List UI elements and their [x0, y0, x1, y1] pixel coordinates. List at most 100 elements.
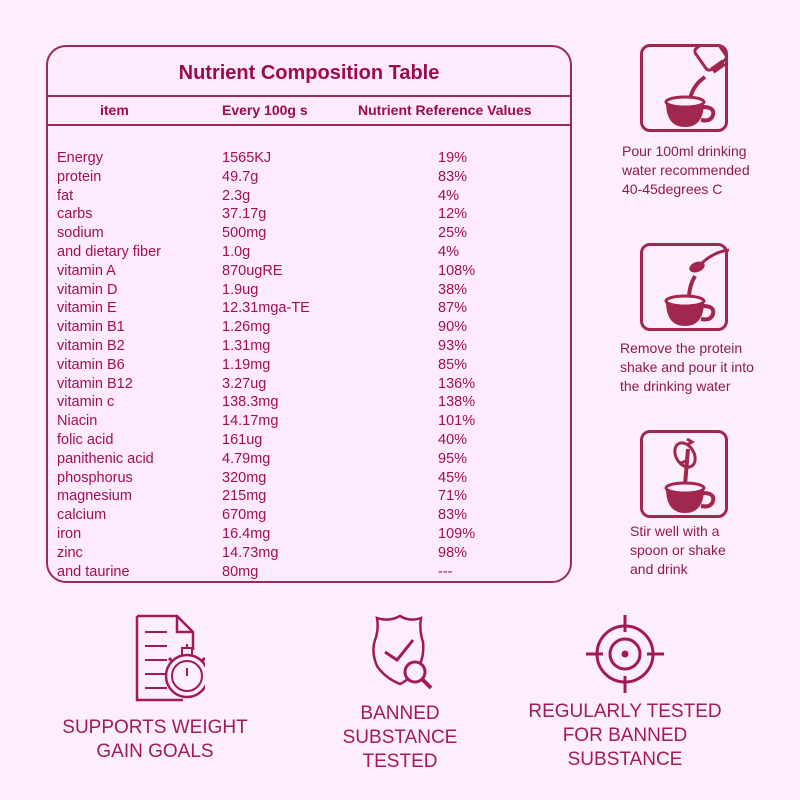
- nutrient-nrv: 85%: [438, 356, 468, 373]
- nutrient-name: iron: [57, 525, 82, 542]
- spoon-powder-cup-icon: [640, 243, 730, 331]
- column-header-per-100g: Every 100g s: [222, 102, 308, 118]
- shield-check-search-icon: [372, 614, 433, 690]
- nutrient-amount: 161ug: [222, 431, 263, 448]
- nutrient-nrv: 83%: [438, 507, 468, 524]
- table-title: Nutrient Composition Table: [48, 47, 570, 97]
- feature-3-label: REGULARLY TESTED FOR BANNED SUBSTANCE: [528, 701, 722, 770]
- nutrient-amount: 138.3mg: [222, 394, 279, 411]
- nutrient-amount: 3.27ug: [222, 375, 267, 392]
- nutrient-nrv: 101%: [438, 413, 476, 430]
- nutrient-amount: 49.7g: [222, 168, 259, 185]
- nutrient-name: calcium: [57, 507, 107, 524]
- feature-1-label: SUPPORTS WEIGHT GAIN GOALS: [62, 717, 248, 762]
- table-row: vitamin B2 1.31mg 93%: [48, 337, 570, 356]
- nutrient-amount: 1.0g: [222, 243, 251, 260]
- crosshair-target-icon: [586, 615, 664, 693]
- table-row: protein 49.7g 83%: [48, 168, 570, 187]
- feature-2-label: BANNED SUBSTANCE TESTED: [342, 703, 458, 772]
- nutrient-name: phosphorus: [57, 469, 133, 486]
- nutrient-name: Niacin: [57, 413, 98, 430]
- table-row: calcium 670mg 83%: [48, 506, 570, 525]
- nutrient-amount: 12.31mga-TE: [222, 300, 310, 317]
- column-header-item: item: [100, 102, 129, 118]
- table-row: vitamin B6 1.19mg 85%: [48, 356, 570, 375]
- table-row: sodium 500mg 25%: [48, 224, 570, 243]
- table-row: fat 2.3g 4%: [48, 187, 570, 206]
- nutrient-table: Nutrient Composition Table item Every 10…: [46, 45, 572, 583]
- nutrient-amount: 80mg: [222, 563, 259, 580]
- nutrient-name: magnesium: [57, 488, 132, 505]
- nutrient-nrv: 71%: [438, 488, 468, 505]
- nutrient-name: and dietary fiber: [57, 243, 161, 260]
- table-row: panithenic acid 4.79mg 95%: [48, 450, 570, 469]
- nutrient-amount: 16.4mg: [222, 525, 271, 542]
- table-row: vitamin B12 3.27ug 136%: [48, 375, 570, 394]
- nutrient-nrv: 12%: [438, 206, 468, 223]
- nutrient-nrv: 138%: [438, 394, 476, 411]
- table-row: Energy 1565KJ 19%: [48, 149, 570, 168]
- nutrient-name: vitamin D: [57, 281, 118, 298]
- nutrient-amount: 500mg: [222, 225, 267, 242]
- nutrient-name: vitamin B1: [57, 319, 125, 336]
- nutrient-name: vitamin B12: [57, 375, 133, 392]
- nutrient-nrv: 95%: [438, 450, 468, 467]
- table-body: Energy 1565KJ 19% protein 49.7g 83% fat 2.3g 4% c…: [48, 126, 570, 581]
- nutrient-amount: 1.9ug: [222, 281, 259, 298]
- nutrient-nrv: 38%: [438, 281, 468, 298]
- nutrient-nrv: 93%: [438, 337, 468, 354]
- nutrient-nrv: 98%: [438, 544, 468, 561]
- nutrient-name: panithenic acid: [57, 450, 154, 467]
- nutrient-name: protein: [57, 168, 102, 185]
- table-row: vitamin B1 1.26mg 90%: [48, 318, 570, 337]
- nutrient-name: and taurine: [57, 563, 130, 580]
- nutrient-nrv: 108%: [438, 262, 476, 279]
- column-header-nrv: Nutrient Reference Values: [358, 102, 532, 118]
- nutrient-amount: 14.73mg: [222, 544, 279, 561]
- table-row: carbs 37.17g 12%: [48, 205, 570, 224]
- nutrient-name: vitamin B2: [57, 337, 125, 354]
- nutrient-amount: 14.17mg: [222, 413, 279, 430]
- nutrient-name: vitamin A: [57, 262, 116, 279]
- nutrient-nrv: 4%: [438, 243, 459, 260]
- feature-banned-substance: BANNED SUBSTANCE TESTED: [320, 612, 480, 774]
- table-row: and taurine 80mg ---: [48, 563, 570, 582]
- nutrient-nrv: 83%: [438, 168, 468, 185]
- nutrient-nrv: 45%: [438, 469, 468, 486]
- nutrient-name: vitamin c: [57, 394, 115, 411]
- nutrient-amount: 37.17g: [222, 206, 267, 223]
- nutrient-amount: 320mg: [222, 469, 267, 486]
- table-row: magnesium 215mg 71%: [48, 487, 570, 506]
- nutrient-amount: 4.79mg: [222, 450, 271, 467]
- nutrient-amount: 1565KJ: [222, 150, 272, 166]
- feature-regularly-tested: REGULARLY TESTED FOR BANNED SUBSTANCE: [510, 612, 740, 772]
- step-1-text: Pour 100ml drinking water recommended 40…: [622, 143, 750, 197]
- nutrient-amount: 215mg: [222, 488, 267, 505]
- table-row: and dietary fiber 1.0g 4%: [48, 243, 570, 262]
- feature-weight-gain: SUPPORTS WEIGHT GAIN GOALS: [40, 612, 270, 764]
- table-row: vitamin c 138.3mg 138%: [48, 393, 570, 412]
- step-3-text: Stir well with a spoon or shake and drin…: [630, 523, 726, 577]
- nutrient-amount: 670mg: [222, 507, 267, 524]
- nutrient-name: carbs: [57, 206, 93, 223]
- nutrient-name: sodium: [57, 225, 104, 242]
- table-row: zinc 14.73mg 98%: [48, 544, 570, 563]
- nutrient-amount: 1.19mg: [222, 356, 271, 373]
- nutrient-nrv: 90%: [438, 319, 468, 336]
- nutrient-nrv: 19%: [438, 150, 468, 166]
- nutrient-nrv: 136%: [438, 375, 476, 392]
- nutrient-nrv: 109%: [438, 525, 476, 542]
- nutrient-nrv: 40%: [438, 431, 468, 448]
- nutrient-amount: 870ugRE: [222, 262, 283, 279]
- nutrient-amount: 2.3g: [222, 187, 251, 204]
- nutrient-name: vitamin E: [57, 300, 117, 317]
- table-row: Niacin 14.17mg 101%: [48, 412, 570, 431]
- nutrient-name: fat: [57, 187, 74, 204]
- table-row: vitamin A 870ugRE 108%: [48, 262, 570, 281]
- nutrient-amount: 1.26mg: [222, 319, 271, 336]
- pour-water-cup-icon: [640, 44, 728, 132]
- nutrient-nrv: 25%: [438, 225, 468, 242]
- step-2-text: Remove the protein shake and pour it int…: [620, 340, 754, 394]
- table-row: folic acid 161ug 40%: [48, 431, 570, 450]
